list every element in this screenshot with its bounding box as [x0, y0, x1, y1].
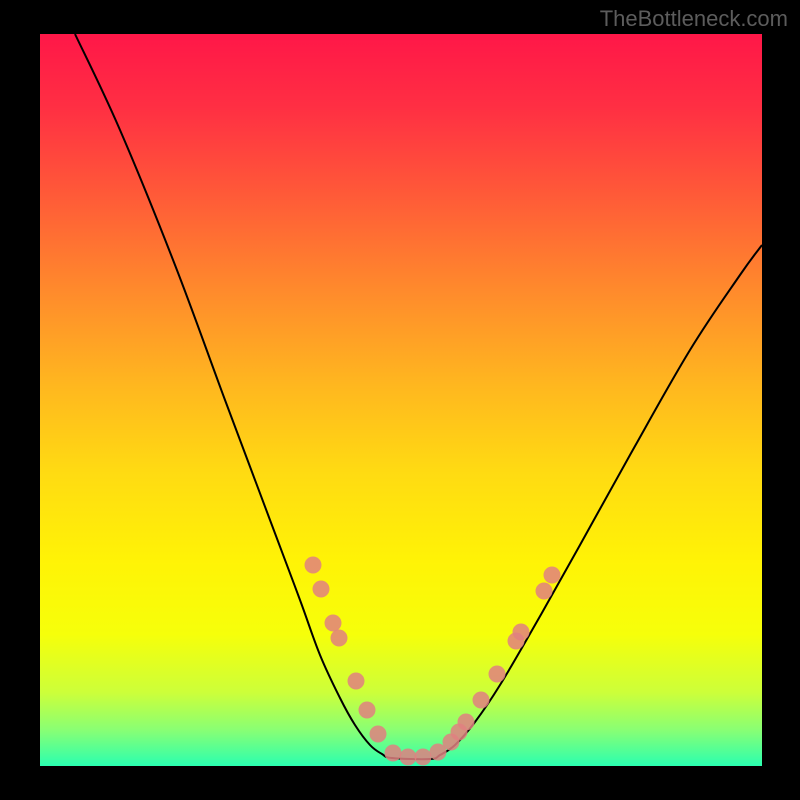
chart-container: { "watermark": { "text": "TheBottleneck.…: [0, 0, 800, 800]
data-point: [400, 749, 417, 766]
data-point: [331, 630, 348, 647]
data-point: [489, 666, 506, 683]
data-point: [313, 581, 330, 598]
data-point: [370, 726, 387, 743]
watermark-text: TheBottleneck.com: [600, 6, 788, 32]
data-point: [385, 745, 402, 762]
data-point: [536, 583, 553, 600]
data-point: [325, 615, 342, 632]
data-point: [305, 557, 322, 574]
data-point: [359, 702, 376, 719]
data-point: [473, 692, 490, 709]
data-point: [513, 624, 530, 641]
data-point: [544, 567, 561, 584]
plot-background: [40, 34, 762, 766]
data-point: [458, 714, 475, 731]
data-point: [348, 673, 365, 690]
chart-svg: [0, 0, 800, 800]
data-point: [415, 749, 432, 766]
